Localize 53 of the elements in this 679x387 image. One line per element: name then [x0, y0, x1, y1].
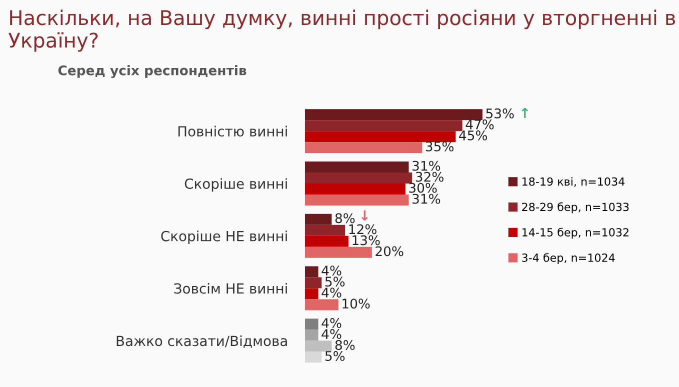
bar [304, 246, 372, 258]
data-label: 31% [412, 160, 440, 171]
data-label: 8% [335, 213, 355, 224]
bar [304, 277, 322, 288]
legend-label: 3-4 бер, n=1024 [522, 253, 615, 264]
bar [304, 236, 348, 247]
data-label: 5% [325, 351, 345, 362]
bar [304, 288, 318, 300]
data-label: 5% [325, 276, 345, 287]
data-label: 4% [322, 318, 342, 328]
legend-label: 28-29 бер, n=1033 [522, 202, 629, 214]
chart-title: Наскільки, на Вашу думку, винні прості росіяни у вторгненні в Україну? [8, 10, 676, 52]
data-label: 12% [349, 224, 376, 234]
bar [304, 172, 412, 184]
data-label: 47% [466, 119, 494, 130]
y-tick-label: Важко сказати/Відмова [116, 335, 287, 348]
y-tick-label: Скоріше НЕ винні [161, 230, 287, 244]
bar [304, 214, 332, 225]
bar [304, 318, 318, 330]
data-label: 45% [459, 130, 488, 140]
bar [304, 142, 422, 154]
y-tick-label: Зовсім НЕ винні [174, 283, 287, 294]
data-label: 31% [412, 194, 440, 204]
data-label: 30% [409, 182, 437, 193]
bar [304, 224, 346, 236]
data-label: 32% [416, 172, 444, 182]
data-label: 13% [352, 235, 380, 246]
bar [304, 299, 338, 310]
bar [304, 340, 332, 352]
bar [304, 131, 456, 142]
text: Серед усіх респондентів [58, 65, 246, 78]
bar [304, 120, 462, 132]
data-label: 4% [322, 288, 342, 298]
data-label: 4% [322, 266, 342, 276]
annotation: ↓ [361, 210, 368, 221]
data-label: 10% [342, 298, 370, 309]
bar [304, 183, 406, 194]
data-label: 20% [376, 246, 404, 256]
legend-label: 18-19 кві, n=1034 [522, 177, 625, 187]
bar [304, 109, 482, 120]
data-label: 53% [486, 108, 514, 118]
y-tick-label: Повністю винні [178, 126, 287, 137]
bar [304, 161, 409, 172]
bar [304, 330, 318, 341]
bar [304, 352, 322, 363]
text: ↑ [522, 108, 528, 118]
bar [304, 194, 409, 206]
data-label: 35% [426, 141, 454, 152]
legend-label: 14-15 бер, n=1032 [522, 228, 628, 239]
bar [304, 266, 318, 278]
data-label: 4% [322, 329, 342, 340]
y-tick-label: Скоріше винні [184, 178, 287, 192]
data-label: 8% [335, 340, 355, 350]
